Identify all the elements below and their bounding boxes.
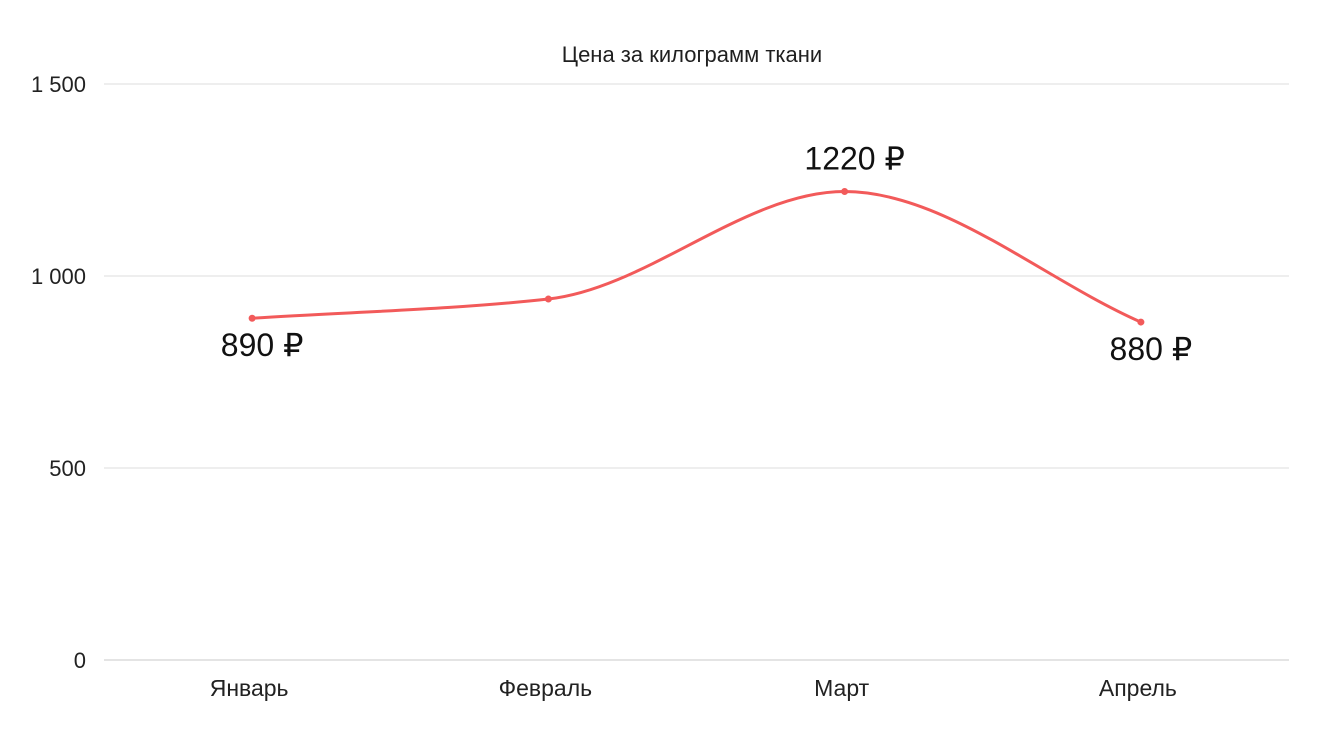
- y-tick-label: 1 500: [31, 72, 86, 97]
- series-group: [248, 188, 1145, 326]
- data-label: 880 ₽: [1110, 331, 1193, 367]
- y-tick-label: 0: [74, 648, 86, 673]
- data-labels: 890 ₽ 1220 ₽ 880 ₽: [221, 141, 1192, 368]
- series-line: [250, 190, 1143, 324]
- y-tick-label: 500: [49, 456, 86, 481]
- x-tick-label: Март: [814, 675, 869, 701]
- data-label: 1220 ₽: [804, 141, 904, 177]
- data-point: [248, 314, 256, 322]
- chart-title: Цена за килограмм ткани: [562, 42, 822, 67]
- x-tick-label: Апрель: [1099, 675, 1177, 701]
- data-point: [841, 188, 849, 196]
- data-point: [1137, 318, 1145, 326]
- x-tick-label: Январь: [210, 675, 289, 701]
- gridlines: [104, 83, 1289, 661]
- y-tick-label: 1 000: [31, 264, 86, 289]
- y-axis-tick-labels: 0 500 1 000 1 500: [31, 72, 86, 673]
- x-tick-label: Февраль: [499, 675, 592, 701]
- data-label: 890 ₽: [221, 327, 304, 363]
- x-axis-tick-labels: Январь Февраль Март Апрель: [210, 675, 1177, 701]
- data-point: [544, 295, 552, 303]
